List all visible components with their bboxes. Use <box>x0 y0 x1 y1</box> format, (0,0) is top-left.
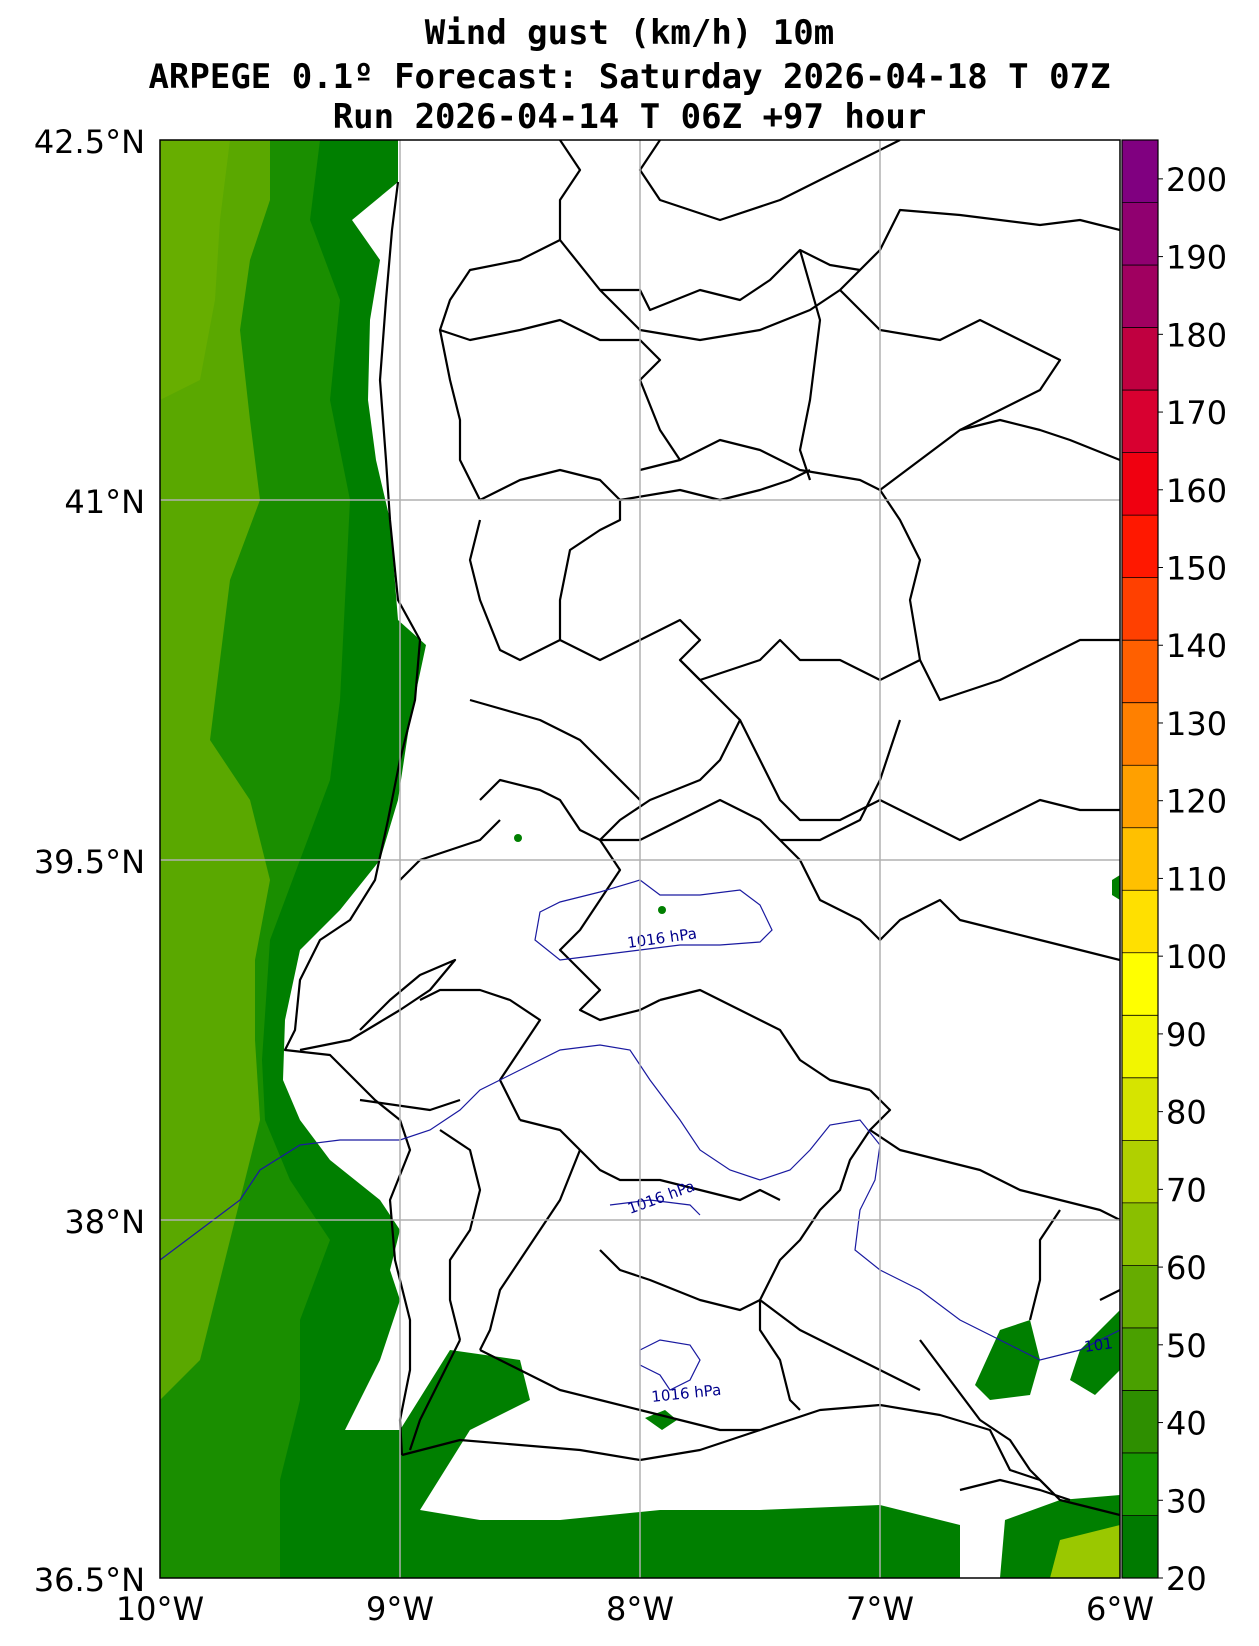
colorbar-label: 90 <box>1166 1016 1207 1054</box>
gust-patch-south <box>645 1410 677 1430</box>
colorbar-segment <box>1122 1077 1158 1141</box>
colorbar-segment <box>1122 1202 1158 1266</box>
lon-label-8w: 8°W <box>606 1590 674 1628</box>
colorbar-segment <box>1122 1390 1158 1454</box>
colorbar-label: 40 <box>1166 1405 1207 1443</box>
map-plot-area: 1016 hPa 1016 hPa 1016 hPa 101 <box>160 140 1120 1578</box>
colorbar-label: 160 <box>1166 472 1227 510</box>
colorbar-segment <box>1122 202 1158 266</box>
lat-label-36-5: 36.5°N <box>34 1561 145 1599</box>
colorbar-label: 100 <box>1166 938 1227 976</box>
lat-label-38: 38°N <box>64 1203 145 1241</box>
colorbar-label: 50 <box>1166 1327 1207 1365</box>
colorbar-segment <box>1122 140 1158 204</box>
colorbar-segment <box>1122 702 1158 766</box>
ocean-gust-band-light <box>160 140 270 1400</box>
colorbar-segment <box>1122 577 1158 641</box>
colorbar-label: 200 <box>1166 161 1227 199</box>
colorbar-segment <box>1122 1015 1158 1079</box>
colorbar-segment <box>1122 1452 1158 1516</box>
colorbar-label: 150 <box>1166 550 1227 588</box>
isobar-1016-south <box>609 1199 701 1216</box>
colorbar-label: 60 <box>1166 1249 1207 1287</box>
isobar-label-east: 101 <box>1083 1334 1114 1356</box>
colorbar-label: 70 <box>1166 1171 1207 1209</box>
colorbar-segment <box>1122 1265 1158 1329</box>
colorbar-label: 140 <box>1166 627 1227 665</box>
colorbar-segment <box>1122 1140 1158 1204</box>
colorbar-segment <box>1122 890 1158 954</box>
gridlines <box>160 140 1120 1578</box>
ocean-gust-band-pale <box>160 140 230 400</box>
colorbar-segment <box>1122 265 1158 329</box>
lon-label-6w: 6°W <box>1086 1590 1154 1628</box>
isobar-1016-southcoast <box>639 1339 701 1391</box>
colorbar-segment <box>1122 952 1158 1016</box>
lon-label-10w: 10°W <box>116 1590 204 1628</box>
colorbar-labels: 20 30 40 50 60 70 80 90 100 110 120 130 140 150 160 170… <box>1158 161 1227 1598</box>
ocean-gulf-light <box>1050 1525 1120 1578</box>
colorbar-segment <box>1122 640 1158 704</box>
colorbar-label: 110 <box>1166 860 1227 898</box>
lat-label-39-5: 39.5°N <box>34 843 145 881</box>
colorbar-label: 80 <box>1166 1094 1207 1132</box>
colorbar <box>1121 139 1159 1579</box>
lon-label-7w: 7°W <box>846 1590 914 1628</box>
map-title: Wind gust (km/h) 10m <box>424 13 835 53</box>
isobars <box>160 879 1120 1391</box>
colorbar-segment <box>1122 1327 1158 1391</box>
lat-label-41: 41°N <box>64 483 145 521</box>
gust-patch-southeast-1 <box>975 1320 1040 1400</box>
isobar-1016-center <box>534 879 773 961</box>
gust-patch-southeast-2 <box>1070 1310 1120 1395</box>
colorbar-segment <box>1122 515 1158 579</box>
colorbar-segment <box>1122 390 1158 454</box>
gust-patch-east <box>1112 875 1120 900</box>
borders <box>283 140 1120 1517</box>
gust-patch-center <box>658 906 666 914</box>
colorbar-label: 180 <box>1166 316 1227 354</box>
colorbar-segment <box>1122 827 1158 891</box>
colorbar-frame <box>1121 139 1159 1579</box>
latitude-labels: 42.5°N 41°N 39.5°N 38°N 36.5°N <box>34 123 145 1599</box>
map-subtitle-forecast: ARPEGE 0.1º Forecast: Saturday 2026-04-1… <box>148 57 1111 97</box>
lat-label-42-5: 42.5°N <box>34 123 145 161</box>
isobar-1016-main <box>160 1044 1120 1361</box>
map-subtitle-run: Run 2026-04-14 T 06Z +97 hour <box>332 97 927 137</box>
longitude-labels: 10°W 9°W 8°W 7°W 6°W <box>116 1590 1154 1628</box>
plot-frame <box>159 139 1121 1579</box>
lon-label-9w: 9°W <box>366 1590 434 1628</box>
coastline <box>283 181 422 1456</box>
colorbar-label: 170 <box>1166 394 1227 432</box>
colorbar-segment <box>1122 327 1158 391</box>
colorbar-label: 130 <box>1166 705 1227 743</box>
colorbar-label: 190 <box>1166 239 1227 277</box>
colorbar-segment <box>1122 452 1158 516</box>
gust-patch-west <box>514 834 522 842</box>
colorbar-label: 20 <box>1166 1560 1207 1598</box>
colorbar-label: 30 <box>1166 1482 1207 1520</box>
colorbar-segment <box>1122 765 1158 829</box>
colorbar-segment <box>1122 1515 1158 1579</box>
colorbar-label: 120 <box>1166 783 1227 821</box>
